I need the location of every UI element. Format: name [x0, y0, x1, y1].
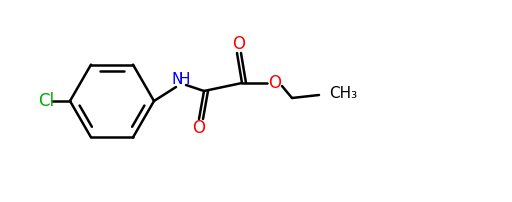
Text: N: N — [172, 73, 183, 87]
Text: CH₃: CH₃ — [329, 85, 357, 101]
Text: O: O — [232, 35, 245, 53]
Text: O: O — [193, 119, 205, 137]
Text: Cl: Cl — [38, 92, 54, 110]
Text: O: O — [268, 74, 282, 92]
Text: H: H — [178, 73, 190, 87]
